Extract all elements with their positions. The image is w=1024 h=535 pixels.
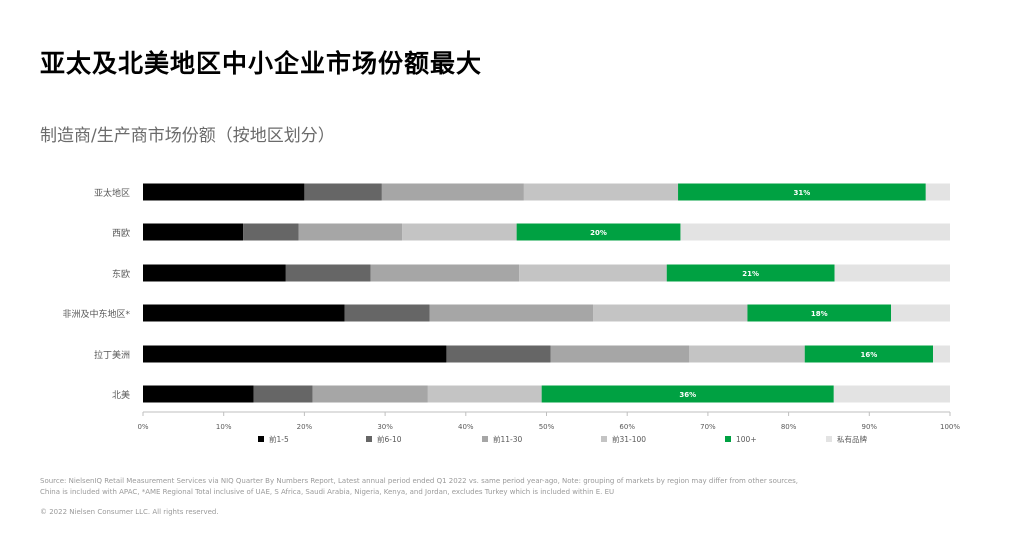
bar-segment-4	[519, 264, 667, 282]
bar-segment-2	[253, 385, 313, 403]
legend-label: 前31-100	[612, 434, 646, 444]
x-tick-label: 20%	[297, 423, 313, 431]
data-label: 31%	[794, 189, 811, 197]
data-label: 36%	[679, 391, 696, 399]
legend-swatch	[725, 436, 731, 442]
legend: 前1-5 前6-10 前11-30 前31-100 100+ 私有品牌	[258, 434, 867, 444]
legend-label: 100+	[736, 435, 757, 444]
bar-segment-3	[312, 385, 428, 403]
bar-segment-1	[143, 183, 305, 201]
bar-segment-2	[344, 304, 430, 322]
category-label: 拉丁美洲	[94, 349, 130, 361]
bar-segment-6	[933, 345, 950, 363]
copyright-note: © 2022 Nielsen Consumer LLC. All rights …	[40, 508, 219, 516]
bar-segment-6	[834, 264, 950, 282]
bar-segment-6	[833, 385, 950, 403]
category-label: 西欧	[112, 227, 130, 239]
legend-swatch	[482, 436, 488, 442]
category-label: 非洲及中东地区*	[62, 308, 130, 320]
bar-segment-3	[370, 264, 520, 282]
legend-label: 私有品牌	[837, 434, 867, 444]
bar-segment-2	[243, 223, 299, 241]
data-label: 18%	[811, 310, 828, 318]
bar-segment-1	[143, 223, 244, 241]
legend-swatch	[366, 436, 372, 442]
category-label: 北美	[112, 389, 130, 401]
bar-segment-5	[516, 223, 681, 241]
bar-segment-6	[925, 183, 950, 201]
data-label: 16%	[861, 351, 878, 359]
bar-segment-4	[593, 304, 748, 322]
bar-segment-5	[804, 345, 934, 363]
bar-segment-1	[143, 345, 447, 363]
bar-segment-4	[689, 345, 805, 363]
bar-segment-4	[402, 223, 517, 241]
bar-segment-2	[304, 183, 382, 201]
data-label: 20%	[590, 229, 607, 237]
legend-swatch	[826, 436, 832, 442]
x-tick-label: 70%	[700, 423, 716, 431]
legend-label: 前11-30	[493, 434, 523, 444]
chart-subtitle: 制造商/生产商市场份额（按地区划分）	[40, 126, 335, 146]
category-label: 东欧	[112, 268, 130, 280]
page-title: 亚太及北美地区中小企业市场份额最大	[40, 49, 483, 78]
x-tick-label: 80%	[781, 423, 797, 431]
x-tick-label: 100%	[940, 423, 960, 431]
bar-segment-4	[523, 183, 679, 201]
x-axis: 0% 10% 20% 30% 40% 50% 60% 70% 80% 90% 100%	[137, 411, 960, 431]
source-note: Source: NielsenIQ Retail Measurement Ser…	[40, 477, 799, 496]
category-label: 亚太地区	[94, 187, 130, 199]
legend-swatch	[601, 436, 607, 442]
bar-segment-5	[747, 304, 892, 322]
legend-label: 前6-10	[377, 434, 402, 444]
data-label: 21%	[742, 270, 759, 278]
x-tick-label: 40%	[458, 423, 474, 431]
bar-segment-1	[143, 264, 286, 282]
x-tick-label: 60%	[619, 423, 635, 431]
x-tick-label: 10%	[216, 423, 232, 431]
bar-segment-3	[550, 345, 690, 363]
bar-segment-5	[678, 183, 926, 201]
bar-segment-4	[427, 385, 542, 403]
legend-swatch	[258, 436, 264, 442]
bar-segment-3	[381, 183, 524, 201]
x-tick-label: 50%	[539, 423, 555, 431]
x-tick-label: 90%	[862, 423, 878, 431]
x-tick-label: 0%	[137, 423, 148, 431]
bar-segment-3	[298, 223, 403, 241]
bar-segment-2	[285, 264, 371, 282]
bar-segment-6	[891, 304, 950, 322]
bar-segment-2	[446, 345, 551, 363]
legend-label: 前1-5	[269, 434, 289, 444]
bar-segment-3	[429, 304, 594, 322]
bars-group: 亚太地区 31% 西欧 20% 东欧 21% 非洲及中东地区* 18% 拉丁美洲 16% 北美 36%	[62, 183, 950, 403]
bar-segment-5	[666, 264, 835, 282]
market-share-chart: 亚太地区 31% 西欧 20% 东欧 21% 非洲及中东地区* 18% 拉丁美洲 16% 北美 36%…	[62, 183, 960, 444]
bar-segment-6	[680, 223, 950, 241]
bar-segment-5	[541, 385, 834, 403]
x-tick-label: 30%	[377, 423, 393, 431]
bar-segment-1	[143, 304, 345, 322]
bar-segment-1	[143, 385, 254, 403]
